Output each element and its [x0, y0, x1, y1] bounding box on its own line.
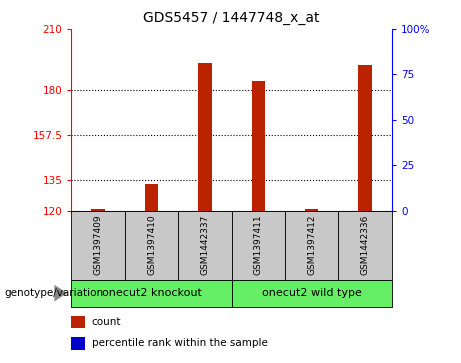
FancyBboxPatch shape — [231, 280, 392, 307]
Text: GSM1397412: GSM1397412 — [307, 215, 316, 275]
FancyBboxPatch shape — [71, 280, 231, 307]
Bar — [91, 208, 105, 211]
Text: onecut2 knockout: onecut2 knockout — [101, 288, 201, 298]
FancyBboxPatch shape — [125, 211, 178, 280]
Bar — [252, 81, 265, 211]
FancyBboxPatch shape — [178, 211, 231, 280]
Text: GSM1397411: GSM1397411 — [254, 215, 263, 276]
FancyBboxPatch shape — [338, 211, 392, 280]
Bar — [71, 315, 85, 328]
Text: GSM1397409: GSM1397409 — [94, 215, 103, 276]
Text: onecut2 wild type: onecut2 wild type — [262, 288, 362, 298]
FancyBboxPatch shape — [285, 211, 338, 280]
Text: GSM1442336: GSM1442336 — [361, 215, 370, 275]
Bar — [198, 63, 212, 211]
Text: count: count — [92, 317, 121, 327]
Polygon shape — [54, 285, 67, 301]
Text: percentile rank within the sample: percentile rank within the sample — [92, 338, 267, 348]
Title: GDS5457 / 1447748_x_at: GDS5457 / 1447748_x_at — [143, 11, 320, 25]
FancyBboxPatch shape — [231, 211, 285, 280]
Bar — [145, 184, 158, 211]
Bar — [305, 208, 319, 211]
Text: GSM1442337: GSM1442337 — [201, 215, 209, 275]
Text: genotype/variation: genotype/variation — [5, 288, 104, 298]
Bar — [359, 65, 372, 211]
FancyBboxPatch shape — [71, 211, 125, 280]
Text: GSM1397410: GSM1397410 — [147, 215, 156, 276]
Bar — [71, 337, 85, 350]
